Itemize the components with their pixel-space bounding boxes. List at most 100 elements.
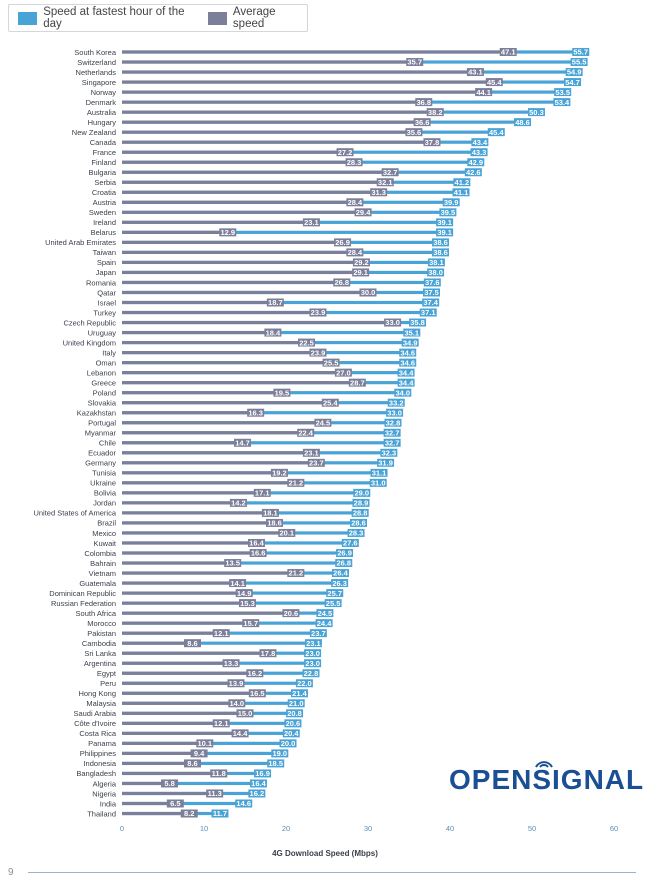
country-label: Thailand (87, 809, 116, 818)
label-box-fastest (309, 629, 327, 638)
value-label-average: 43.1 (468, 68, 483, 77)
label-box-average (246, 669, 264, 678)
bar-average (122, 431, 306, 435)
value-label-fastest: 34.9 (403, 338, 418, 347)
bar-average (122, 701, 237, 705)
label-box-average (224, 559, 242, 568)
legend-label-average: Average speed (232, 6, 276, 30)
country-label: Finland (91, 158, 116, 167)
value-label-average: 11.8 (212, 769, 226, 778)
value-label-fastest: 25.7 (327, 589, 342, 598)
bar-average (122, 330, 273, 335)
country-label: Myanmar (85, 429, 117, 438)
value-label-average: 13.3 (224, 659, 239, 668)
value-label-average: 25.4 (323, 398, 338, 407)
label-box-average (266, 298, 284, 307)
value-label-average: 16.4 (249, 539, 264, 548)
country-label: United States of America (33, 509, 116, 518)
label-box-fastest (315, 619, 333, 628)
x-tick-label: 20 (282, 824, 290, 833)
label-box-average (270, 468, 288, 477)
label-box-fastest (248, 789, 266, 798)
label-box-fastest (341, 538, 359, 547)
bar-average (122, 210, 364, 214)
label-box-average (166, 799, 184, 808)
bar-average (122, 691, 258, 695)
country-label: Brazil (97, 519, 116, 528)
value-label-fastest: 33.2 (389, 398, 404, 407)
country-label: Czech Republic (63, 318, 116, 327)
bar-average (122, 300, 276, 305)
label-box-fastest (347, 528, 365, 537)
country-label: United Kingdom (63, 338, 116, 347)
label-box-fastest (387, 398, 405, 407)
bar-average (122, 140, 432, 144)
label-box-average (266, 518, 284, 527)
value-label-fastest: 31.9 (378, 459, 393, 468)
bar-fastest (122, 230, 443, 234)
bar-average (122, 190, 379, 194)
value-label-average: 14.4 (233, 729, 248, 738)
value-label-average: 26.8 (334, 278, 349, 287)
label-box-average (247, 538, 265, 547)
value-label-fastest: 11.7 (213, 809, 227, 818)
value-label-average: 28.3 (347, 158, 362, 167)
label-box-average (273, 388, 291, 397)
label-box-average (321, 398, 339, 407)
country-label: Dominican Republic (49, 589, 116, 598)
label-box-fastest (304, 659, 322, 668)
value-label-average: 27.0 (336, 368, 351, 377)
label-box-average (346, 198, 364, 207)
value-label-average: 17.8 (261, 649, 276, 658)
bar-average (122, 511, 271, 515)
label-box-fastest (470, 148, 488, 157)
country-label: Turkey (93, 308, 116, 317)
value-label-fastest: 20.6 (286, 719, 301, 728)
label-box-fastest (442, 198, 460, 207)
label-box-average (352, 268, 370, 277)
label-box-fastest (514, 118, 532, 127)
country-label: Qatar (97, 288, 116, 297)
label-box-average (264, 328, 282, 337)
country-label: New Zealand (72, 128, 116, 137)
value-label-average: 21.2 (289, 569, 304, 578)
country-label: Australia (87, 108, 117, 117)
label-box-fastest (439, 208, 457, 217)
value-label-fastest: 31.0 (371, 479, 386, 488)
label-box-average (278, 528, 296, 537)
country-label: Israel (98, 298, 117, 307)
label-box-fastest (267, 759, 285, 768)
bar-average (122, 270, 361, 275)
country-label: South Korea (74, 48, 117, 57)
bar-average (122, 401, 331, 405)
label-box-fastest (432, 248, 450, 257)
value-label-fastest: 39.9 (444, 198, 459, 207)
label-box-average (336, 148, 354, 157)
bar-average (122, 200, 355, 204)
label-box-fastest (401, 338, 419, 347)
label-box-fastest (249, 779, 267, 788)
bar-average (122, 811, 190, 816)
label-box-average (228, 699, 246, 708)
bar-average (122, 731, 241, 735)
label-box-fastest (287, 699, 305, 708)
value-label-fastest: 38.6 (433, 248, 448, 257)
value-label-average: 15.0 (238, 709, 253, 718)
label-box-fastest (316, 609, 334, 618)
value-label-fastest: 54.7 (565, 78, 580, 87)
value-label-average: 26.9 (335, 238, 350, 247)
value-label-fastest: 23.0 (305, 659, 320, 668)
country-label: Austria (93, 198, 117, 207)
bar-average (122, 521, 275, 525)
value-label-fastest: 55.5 (572, 58, 587, 67)
bar-average (122, 461, 317, 465)
country-label: Guatemala (79, 579, 117, 588)
value-label-average: 19.5 (275, 388, 290, 397)
label-box-fastest (397, 368, 415, 377)
bar-average (122, 110, 436, 114)
value-label-fastest: 53.4 (555, 98, 570, 107)
bar-average (122, 160, 355, 164)
value-label-fastest: 35.8 (410, 318, 425, 327)
value-label-fastest: 39.1 (437, 228, 452, 237)
bar-average (122, 391, 282, 395)
